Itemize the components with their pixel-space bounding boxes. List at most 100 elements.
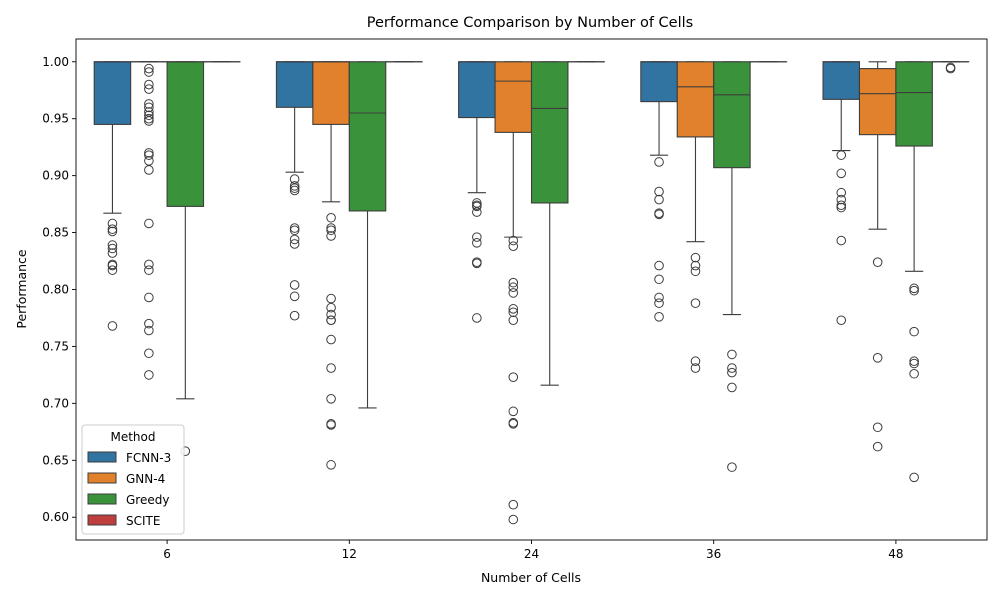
outlier-point <box>654 209 664 220</box>
box-iqr <box>640 61 678 103</box>
outlier-point <box>326 302 336 313</box>
outlier-point <box>107 260 118 271</box>
box-iqr <box>530 61 569 204</box>
x-axis-label: Number of Cells <box>481 570 581 585</box>
outlier-point <box>508 499 519 510</box>
box-iqr <box>895 61 933 147</box>
outlier-point <box>144 63 154 74</box>
outlier-point <box>144 348 154 359</box>
outlier-point <box>508 277 519 288</box>
chart-title: Performance Comparison by Number of Cell… <box>367 15 693 31</box>
x-tick-label: 12 <box>342 547 357 561</box>
legend-swatch <box>87 451 117 463</box>
box-greedy-6 <box>166 61 205 456</box>
outlier-point <box>144 156 154 166</box>
outlier-point <box>144 370 154 380</box>
box-gnn-4-12 <box>312 61 350 470</box>
box-iqr <box>494 61 533 133</box>
outlier-point <box>836 168 847 179</box>
y-axis: 0.60 0.65 0.70 0.75 0.80 0.85 0.90 0.95 1.00 <box>42 55 76 524</box>
y-tick-label: 0.90 <box>42 169 69 183</box>
outlier-point <box>909 472 919 483</box>
outlier-point <box>326 420 336 430</box>
outlier-point <box>872 257 883 267</box>
outlier-point <box>654 194 664 205</box>
legend-label: GNN-4 <box>126 472 165 486</box>
outlier-point <box>472 258 482 269</box>
outlier-point <box>144 292 154 303</box>
outlier-point <box>144 110 154 121</box>
outlier-point <box>909 326 919 337</box>
outlier-point <box>144 107 154 117</box>
outlier-point <box>144 99 154 109</box>
y-tick-label: 0.70 <box>42 396 69 410</box>
outlier-point <box>144 318 154 329</box>
outlier-point <box>690 298 701 308</box>
outlier-point <box>690 252 701 263</box>
outlier-point <box>909 285 919 296</box>
outlier-point <box>472 232 482 242</box>
outlier-point <box>872 441 883 452</box>
outlier-point <box>727 367 737 378</box>
box-iqr <box>348 61 387 212</box>
outlier-point <box>289 225 300 236</box>
legend: Method FCNN-3 GNN-4 Greedy SCITE <box>81 424 185 535</box>
box-iqr <box>713 61 751 169</box>
outlier-point <box>472 238 482 248</box>
outlier-point <box>836 235 847 246</box>
x-tick-label: 48 <box>888 547 903 561</box>
outlier-point <box>326 225 336 236</box>
box-gnn-4-24 <box>494 61 533 525</box>
box-fcnn-3-48 <box>822 61 861 326</box>
box-iqr <box>93 61 132 125</box>
outlier-point <box>909 356 919 367</box>
outlier-point <box>690 266 701 277</box>
outlier-point <box>144 102 154 113</box>
outlier-point <box>289 310 300 321</box>
outlier-point <box>326 293 336 304</box>
outlier-point <box>144 325 154 336</box>
y-tick-label: 0.85 <box>42 226 69 240</box>
box-gnn-4-36 <box>676 61 715 373</box>
outlier-point <box>107 248 118 258</box>
box-iqr <box>275 61 314 108</box>
outlier-point <box>326 212 336 223</box>
box-gnn-4-48 <box>858 61 897 452</box>
outlier-point <box>326 363 336 373</box>
outlier-point <box>144 84 154 94</box>
y-tick-label: 0.65 <box>42 453 69 467</box>
outlier-point <box>654 292 664 303</box>
outlier-point <box>508 307 519 318</box>
outlier-point <box>836 200 847 211</box>
outlier-point <box>654 186 664 197</box>
outlier-point <box>289 223 300 233</box>
legend-swatch <box>87 493 117 505</box>
legend-title: Method <box>110 430 155 444</box>
outlier-point <box>508 419 519 429</box>
x-axis: 6 12 24 36 48 <box>163 540 904 561</box>
box-greedy-48 <box>895 61 933 483</box>
outlier-point <box>144 265 154 275</box>
outlier-point <box>326 231 336 241</box>
y-axis-label: Performance <box>14 249 29 329</box>
outlier-point <box>326 309 336 320</box>
box-iqr <box>822 61 861 100</box>
outlier-point <box>144 116 154 126</box>
outlier-point <box>107 240 118 250</box>
box-greedy-36 <box>713 61 751 472</box>
outlier-point <box>107 243 118 254</box>
outlier-point <box>909 368 919 379</box>
box-scite-48 <box>931 61 970 74</box>
legend-label: FCNN-3 <box>126 451 171 465</box>
outlier-point <box>289 291 300 302</box>
outlier-point <box>508 406 519 417</box>
outlier-point <box>690 363 701 373</box>
box-greedy-24 <box>530 61 569 386</box>
plot-area <box>93 61 970 525</box>
box-iqr <box>676 61 715 138</box>
outlier-point <box>144 113 154 124</box>
outlier-point <box>107 321 118 331</box>
x-tick-label: 36 <box>706 547 721 561</box>
outlier-point <box>289 234 300 245</box>
